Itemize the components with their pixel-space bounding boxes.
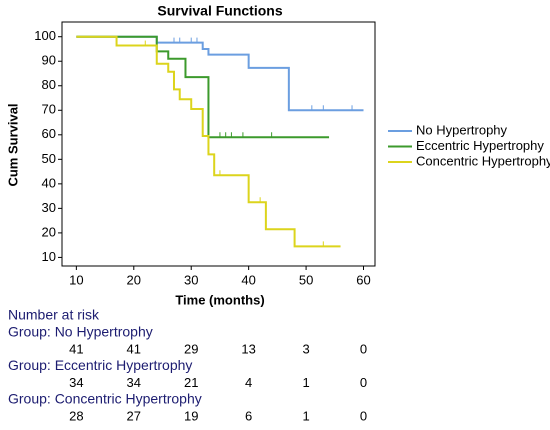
risk-count: 3 <box>302 341 309 356</box>
risk-count: 34 <box>127 375 141 390</box>
risk-count: 1 <box>302 408 309 423</box>
x-tick-label: 30 <box>184 272 198 287</box>
y-tick-label: 70 <box>42 102 56 117</box>
y-tick-label: 10 <box>42 249 56 264</box>
x-tick-label: 50 <box>299 272 313 287</box>
risk-count: 19 <box>184 408 198 423</box>
legend-label: Eccentric Hypertrophy <box>416 138 544 153</box>
y-tick-label: 90 <box>42 53 56 68</box>
risk-count: 13 <box>241 341 255 356</box>
survival-curve <box>76 35 341 248</box>
x-tick-label: 60 <box>356 272 370 287</box>
y-tick-label: 30 <box>42 200 56 215</box>
risk-count: 4 <box>245 375 252 390</box>
risk-count: 29 <box>184 341 198 356</box>
x-tick-label: 20 <box>127 272 141 287</box>
risk-count: 1 <box>302 375 309 390</box>
risk-group-label: Group: Eccentric Hypertrophy <box>8 357 192 373</box>
legend-label: No Hypertrophy <box>416 122 508 137</box>
risk-count: 28 <box>69 408 83 423</box>
risk-count: 21 <box>184 375 198 390</box>
legend-label: Concentric Hypertrophy <box>416 153 550 168</box>
risk-count: 41 <box>127 341 141 356</box>
risk-count: 41 <box>69 341 83 356</box>
y-axis-label: Cum Survival <box>5 103 20 186</box>
y-tick-label: 100 <box>34 28 56 43</box>
risk-count: 6 <box>245 408 252 423</box>
y-tick-label: 40 <box>42 175 56 190</box>
y-tick-label: 60 <box>42 126 56 141</box>
y-tick-label: 50 <box>42 151 56 166</box>
x-tick-label: 10 <box>69 272 83 287</box>
survival-curve <box>76 35 364 112</box>
risk-count: 0 <box>360 408 367 423</box>
y-tick-label: 80 <box>42 77 56 92</box>
x-tick-label: 40 <box>241 272 255 287</box>
risk-count: 27 <box>127 408 141 423</box>
risk-count: 0 <box>360 375 367 390</box>
y-tick-label: 20 <box>42 224 56 239</box>
plot-frame <box>61 21 376 267</box>
risk-group-label: Group: No Hypertrophy <box>8 324 153 340</box>
risk-table-title: Number at risk <box>8 307 100 323</box>
risk-group-label: Group: Concentric Hypertrophy <box>8 391 202 407</box>
chart-title: Survival Functions <box>157 3 282 19</box>
x-axis-label: Time (months) <box>175 292 264 307</box>
risk-count: 34 <box>69 375 83 390</box>
survival-curve <box>76 35 330 139</box>
risk-count: 0 <box>360 341 367 356</box>
